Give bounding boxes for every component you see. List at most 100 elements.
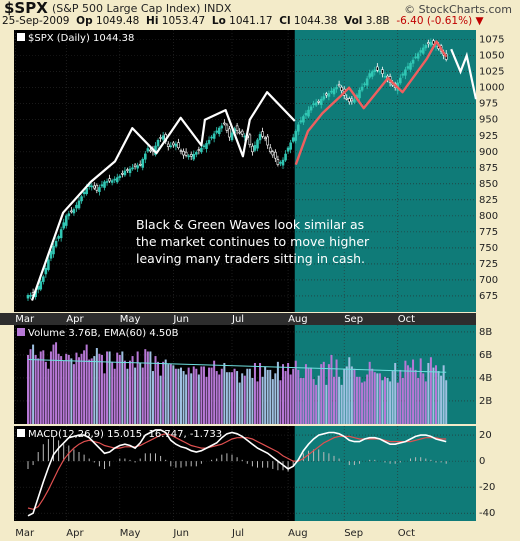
candle-body: [123, 170, 127, 176]
volume-bar: [78, 357, 80, 424]
volume-bar: [333, 376, 335, 424]
candle-body: [41, 276, 45, 282]
candle-body: [274, 151, 277, 159]
candle-body: [291, 137, 295, 142]
candle-body: [80, 196, 83, 202]
volume-bar: [149, 351, 152, 424]
volume-bar: [409, 367, 412, 424]
candle-body: [256, 139, 259, 149]
candle-body: [202, 145, 206, 148]
x-tick-label: Aug: [288, 314, 308, 325]
price-tick-label: 825: [479, 195, 498, 206]
candle-body: [113, 178, 116, 181]
macd-tick-label: 0: [479, 456, 485, 467]
candle-body: [307, 109, 310, 117]
candle-body: [149, 149, 152, 152]
volume-bar: [236, 371, 239, 424]
candle-body: [126, 169, 129, 171]
volume-bar: [304, 364, 307, 424]
candle-body: [144, 153, 147, 160]
candle-body: [223, 122, 226, 125]
volume-bar: [129, 360, 131, 424]
candle-body: [179, 150, 183, 152]
x-tick-label: Sep: [344, 528, 363, 539]
candle-body: [54, 240, 58, 247]
x-tick-label: Mar: [15, 314, 35, 325]
candle-body: [115, 177, 119, 183]
stockcharts-logo[interactable]: © StockCharts.com: [404, 3, 512, 16]
volume-bar: [340, 384, 343, 424]
candle-body: [286, 147, 290, 152]
volume-bar: [330, 354, 333, 424]
volume-bar: [363, 381, 366, 424]
vol-value: 3.8B: [365, 15, 390, 27]
candle-body: [212, 133, 216, 139]
volume-bar: [106, 351, 109, 424]
candle-body: [261, 131, 264, 137]
volume-bar: [195, 368, 198, 424]
volume-bar: [401, 377, 404, 424]
volume-bar: [284, 371, 287, 424]
volume-bar: [180, 367, 182, 424]
volume-bar: [378, 373, 381, 424]
candle-body: [197, 149, 201, 151]
candle-body: [327, 93, 331, 97]
volume-bar: [427, 362, 430, 424]
candle-body: [263, 137, 267, 140]
candle-body: [335, 87, 338, 90]
volume-bar: [29, 349, 32, 424]
op-value: 1049.48: [95, 15, 140, 27]
volume-bar: [208, 367, 211, 424]
volume-bar: [169, 364, 172, 424]
x-tick-label: Sep: [344, 314, 363, 325]
volume-bar: [90, 358, 93, 424]
volume-bar: [62, 360, 65, 424]
candle-body: [434, 45, 438, 48]
candle-body: [314, 102, 318, 106]
candle-body: [77, 200, 81, 209]
volume-bar: [358, 376, 361, 424]
volume-bar: [355, 376, 358, 424]
volume-bar: [366, 374, 369, 424]
candle-body: [294, 130, 298, 141]
white-wave-line: [30, 91, 296, 301]
x-tick-label: Apr: [66, 528, 84, 539]
candle-body: [332, 88, 336, 95]
annotation-text: leaving many traders sitting in cash.: [136, 251, 365, 266]
volume-bar: [404, 360, 407, 424]
volume-bar: [259, 362, 262, 424]
volume-bar: [440, 375, 443, 424]
down-arrow-icon: ▼: [475, 15, 484, 27]
candle-body: [235, 125, 239, 131]
candle-body: [90, 185, 94, 188]
volume-bar: [103, 373, 106, 424]
candle-body: [248, 134, 252, 146]
candle-body: [189, 154, 193, 157]
volume-bar: [248, 368, 251, 424]
price-tick-label: 675: [479, 291, 498, 302]
candle-body: [230, 132, 234, 141]
volume-bar: [310, 367, 313, 424]
volume-bar: [37, 358, 40, 424]
candle-body: [182, 151, 185, 156]
candle-body: [177, 142, 180, 149]
volume-bar: [350, 366, 353, 424]
volume-bar: [116, 352, 119, 424]
volume-ema-line: [27, 359, 447, 373]
price-tick-label: 725: [479, 259, 498, 270]
candle-body: [319, 98, 323, 105]
candle-body: [121, 173, 124, 175]
volume-bar: [381, 380, 384, 424]
volume-bar: [261, 376, 264, 424]
volume-bar: [55, 342, 58, 424]
volume-tick-label: 2B: [479, 396, 492, 407]
candle-body: [195, 152, 198, 155]
volume-bar: [93, 356, 96, 424]
cl-label: Cl: [279, 15, 291, 27]
candle-body: [368, 73, 372, 78]
candle-body: [360, 86, 364, 91]
candle-body: [409, 63, 412, 70]
volume-bar: [210, 367, 213, 424]
candle-body: [337, 84, 341, 87]
price-tick-label: 850: [479, 179, 498, 190]
